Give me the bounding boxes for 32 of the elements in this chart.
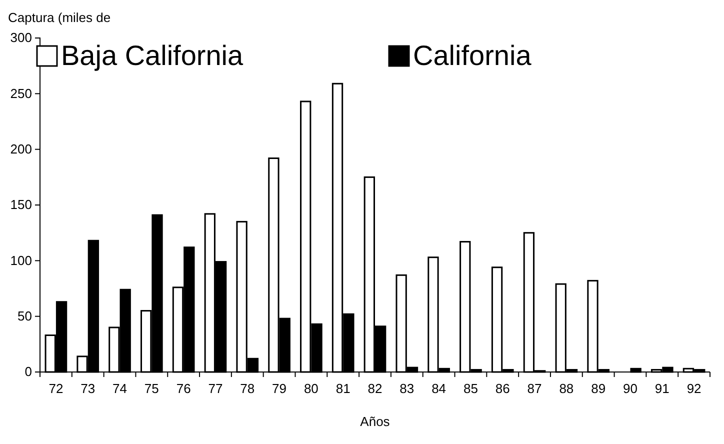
x-tick-label: 84 bbox=[432, 381, 446, 396]
x-tick-label: 73 bbox=[80, 381, 96, 396]
x-tick-label: 89 bbox=[591, 381, 606, 396]
x-tick-label: 82 bbox=[368, 381, 382, 396]
legend-label: Baja California bbox=[61, 40, 244, 71]
y-tick-label: 250 bbox=[10, 86, 32, 101]
x-tick-label: 83 bbox=[400, 381, 414, 396]
y-tick-label: 0 bbox=[24, 364, 32, 380]
x-tick-label: 78 bbox=[240, 381, 255, 396]
x-tick-label: 79 bbox=[272, 381, 287, 396]
y-tick-label: 150 bbox=[10, 197, 32, 212]
x-tick-label: 90 bbox=[623, 381, 638, 396]
x-tick-label: 75 bbox=[144, 381, 159, 396]
legend-label: California bbox=[413, 40, 532, 71]
x-tick-label: 81 bbox=[336, 381, 350, 396]
y-tick-label: 50 bbox=[18, 308, 32, 324]
x-tick-label: 87 bbox=[527, 381, 542, 396]
x-axis-title: Años bbox=[360, 414, 390, 429]
x-tick-label: 88 bbox=[559, 381, 574, 396]
x-tick-label: 86 bbox=[495, 381, 510, 396]
x-tick-label: 76 bbox=[176, 381, 191, 396]
x-tick-label: 77 bbox=[208, 381, 223, 396]
y-tick-label: 200 bbox=[10, 141, 32, 156]
y-tick-label: 100 bbox=[10, 252, 32, 268]
x-tick-label: 80 bbox=[304, 381, 318, 396]
x-tick-label: 92 bbox=[686, 381, 702, 396]
y-tick-label: 300 bbox=[10, 30, 32, 46]
x-tick-label: 91 bbox=[654, 381, 670, 396]
x-tick-label: 72 bbox=[48, 381, 64, 396]
y-axis-title: Captura (miles de bbox=[8, 10, 111, 25]
x-tick-label: 85 bbox=[463, 381, 478, 396]
x-tick-label: 74 bbox=[112, 381, 127, 396]
